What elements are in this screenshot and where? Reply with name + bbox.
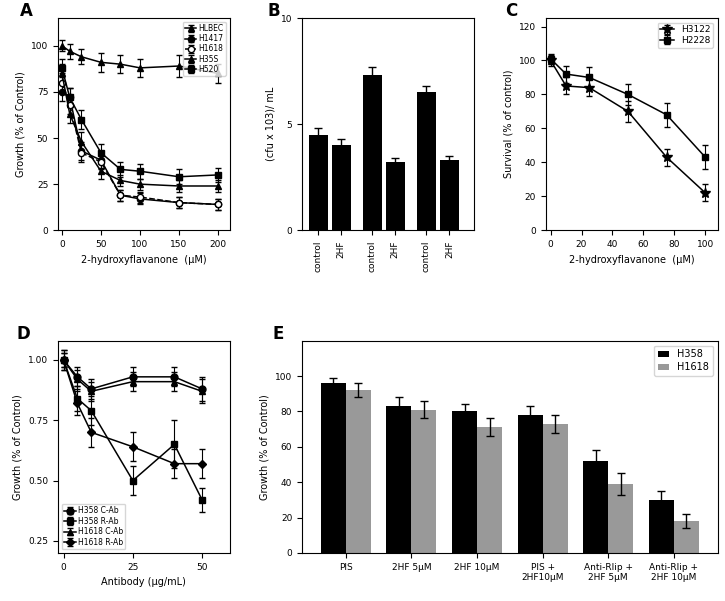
Bar	[417, 93, 436, 230]
Bar	[649, 500, 674, 553]
Y-axis label: Growth (% of Control): Growth (% of Control)	[15, 72, 25, 177]
Y-axis label: Survival (% of control): Survival (% of control)	[503, 70, 513, 178]
Bar	[411, 410, 436, 553]
Bar	[608, 484, 633, 553]
X-axis label: Antibody (μg/mL): Antibody (μg/mL)	[102, 577, 186, 587]
Legend: H358 C-Ab, H358 R-Ab, H1618 C-Ab, H1618 R-Ab: H358 C-Ab, H358 R-Ab, H1618 C-Ab, H1618 …	[62, 504, 125, 549]
Y-axis label: Growth (% of Control): Growth (% of Control)	[260, 394, 270, 499]
Bar	[346, 390, 370, 553]
Legend: H3122, H2228: H3122, H2228	[658, 23, 713, 47]
Bar	[362, 75, 382, 230]
Y-axis label: (cfu x 103)/ mL: (cfu x 103)/ mL	[265, 87, 276, 161]
Bar	[518, 415, 543, 553]
X-axis label: 2-hydroxyflavanone  (μM): 2-hydroxyflavanone (μM)	[569, 255, 695, 264]
Y-axis label: Growth (% of Control): Growth (% of Control)	[12, 394, 22, 499]
Bar	[674, 521, 699, 553]
Bar	[452, 412, 477, 553]
Legend: H358, H1618: H358, H1618	[654, 346, 713, 376]
Text: C: C	[505, 2, 517, 20]
Bar	[543, 424, 568, 553]
Bar	[309, 135, 328, 230]
Text: D: D	[17, 325, 30, 343]
Bar	[477, 427, 502, 553]
Bar	[332, 145, 351, 230]
Bar	[440, 160, 459, 230]
Legend: HLBEC, H1417, H1618, H35S, H520: HLBEC, H1417, H1618, H35S, H520	[183, 22, 226, 76]
Text: E: E	[273, 325, 284, 343]
Bar	[584, 461, 608, 553]
Bar	[321, 383, 346, 553]
Text: A: A	[20, 2, 33, 20]
Bar	[386, 406, 411, 553]
Text: B: B	[268, 2, 281, 20]
X-axis label: 2-hydroxyflavanone  (μM): 2-hydroxyflavanone (μM)	[81, 255, 207, 264]
Bar	[386, 162, 405, 230]
